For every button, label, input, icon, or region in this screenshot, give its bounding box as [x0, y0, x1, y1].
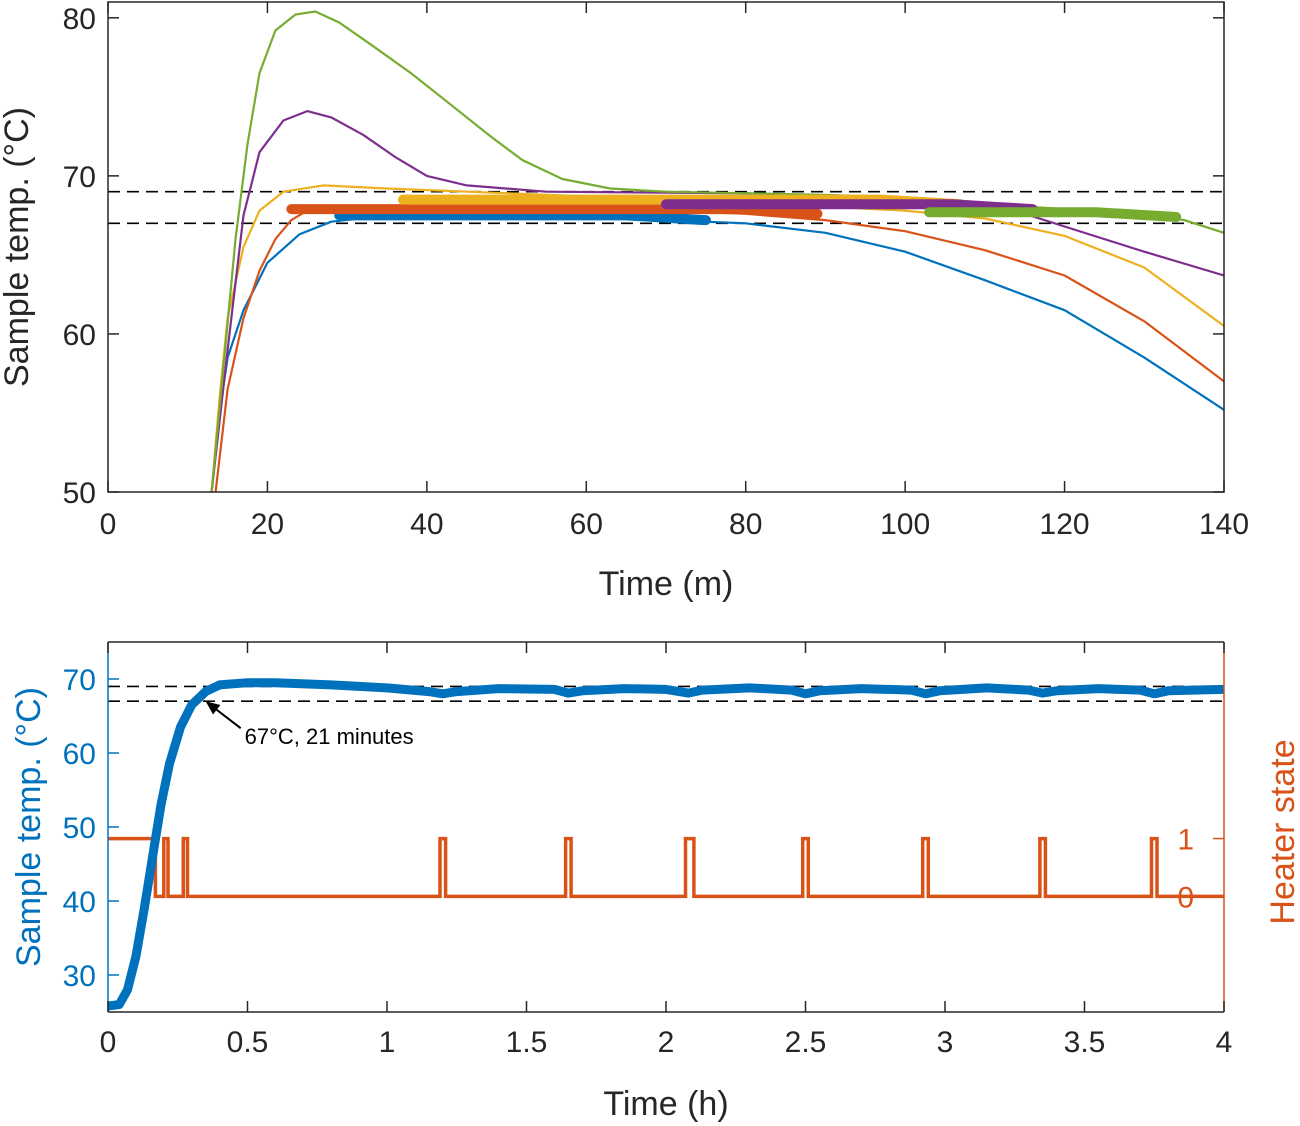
- annotation-arrowhead: [205, 701, 221, 715]
- top-x-tick-label: 60: [570, 508, 603, 541]
- bottom-x-tick-label: 2: [658, 1026, 675, 1059]
- bottom-plot-lines: [108, 678, 1224, 1011]
- top-y-tick-label: 50: [63, 477, 96, 510]
- bottom-right-y-tick-label: 0: [1177, 881, 1194, 914]
- top-series-line-2: [210, 184, 1224, 492]
- top-x-tick-label: 100: [880, 508, 930, 541]
- bottom-axes-box: [107, 641, 1225, 1013]
- top-series-line-0: [210, 212, 1224, 492]
- top-y-axis-label: Sample temp. (°C): [0, 107, 36, 387]
- bottom-left-y-tick-label: 30: [63, 960, 96, 993]
- top-series-line-3: [210, 110, 1224, 492]
- bottom-x-tick-label: 3.5: [1064, 1026, 1106, 1059]
- bottom-left-y-tick-label: 40: [63, 886, 96, 919]
- top-y-tick-label: 80: [63, 3, 96, 36]
- top-series-bold-segment-4: [924, 207, 1182, 222]
- annotation: 67°C, 21 minutes: [205, 701, 414, 749]
- bottom-x-axis-label: Time (h): [603, 1085, 728, 1123]
- top-series-line-4: [210, 10, 1224, 492]
- top-x-tick-label: 20: [251, 508, 284, 541]
- top-x-tick-label: 120: [1040, 508, 1090, 541]
- bottom-x-tick-label: 1: [379, 1026, 396, 1059]
- top-y-tick-label: 60: [63, 319, 96, 352]
- chart-temperature-vs-minutes: 0 20 40 60 80 100 120 140 50 60 70 80 Time (m) Samp…: [0, 1, 1249, 603]
- bottom-left-y-tick-label: 50: [63, 812, 96, 845]
- sample-temperature-line: [108, 678, 1224, 1011]
- bottom-x-tick-label: 0: [100, 1026, 117, 1059]
- top-plot-lines: [108, 10, 1224, 492]
- annotation-arrow: [214, 707, 242, 729]
- top-axes-ticks: 0 20 40 60 80 100 120 140 50 60 70 80: [63, 2, 1249, 541]
- top-axes-box: [107, 1, 1225, 493]
- top-x-tick-label: 140: [1199, 508, 1249, 541]
- top-y-tick-label: 70: [63, 161, 96, 194]
- chart-temperature-and-heater-vs-hours: 0 0.5 1 1.5 2 2.5 3 3.5 4 30 40 50 60 70 0 1 67°C, 21 m…: [10, 641, 1300, 1123]
- top-x-tick-label: 0: [100, 508, 117, 541]
- bottom-x-tick-label: 4: [1216, 1026, 1233, 1059]
- bottom-x-tick-label: 1.5: [506, 1026, 548, 1059]
- bottom-left-y-tick-label: 60: [63, 738, 96, 771]
- bottom-y-axis-label-right: Heater state: [1264, 739, 1300, 924]
- bottom-x-tick-label: 0.5: [227, 1026, 269, 1059]
- top-series-bold-segment-0: [334, 210, 711, 226]
- heater-state-line: [108, 836, 1224, 899]
- top-series-bold-segment-1: [286, 204, 823, 219]
- bottom-x-tick-label: 2.5: [785, 1026, 827, 1059]
- bottom-left-y-tick-label: 70: [63, 664, 96, 697]
- annotation-text: 67°C, 21 minutes: [245, 724, 414, 749]
- bottom-x-tick-label: 3: [937, 1026, 954, 1059]
- bottom-y-axis-label-left: Sample temp. (°C): [10, 687, 48, 967]
- top-x-tick-label: 40: [410, 508, 443, 541]
- bottom-right-y-tick-label: 1: [1177, 824, 1194, 857]
- top-x-axis-label: Time (m): [599, 565, 734, 603]
- top-series-line-1: [214, 203, 1224, 492]
- top-series-bold-segment-3: [661, 199, 1038, 215]
- bottom-axes-ticks: 0 0.5 1 1.5 2 2.5 3 3.5 4 30 40 50 60 70 0 1: [63, 642, 1233, 1059]
- top-x-tick-label: 80: [729, 508, 762, 541]
